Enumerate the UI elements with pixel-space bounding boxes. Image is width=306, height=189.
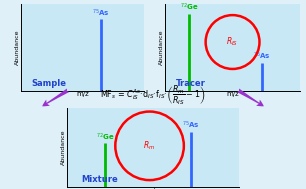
X-axis label: m/z: m/z [226, 91, 239, 97]
Text: Mixture: Mixture [81, 175, 118, 184]
Text: $R_{IS}$: $R_{IS}$ [226, 36, 239, 48]
Text: $^{72}$Ge: $^{72}$Ge [96, 131, 114, 143]
Text: $^{75}$As: $^{75}$As [92, 7, 110, 19]
Text: Sample: Sample [31, 78, 66, 88]
X-axis label: m/z: m/z [76, 91, 89, 97]
Text: Tracer: Tracer [176, 78, 206, 88]
Text: MF$_s$ = $C^{As}_{IS}$·d$_{IS}$·f$_{IS}$·$\left(\dfrac{R_m}{R_{IS}}-1\right)$: MF$_s$ = $C^{As}_{IS}$·d$_{IS}$·f$_{IS}$… [100, 84, 206, 107]
Y-axis label: Abundance: Abundance [15, 29, 20, 65]
Y-axis label: Abundance: Abundance [159, 29, 164, 65]
Text: $R_m$: $R_m$ [144, 140, 156, 152]
Text: $^{72}$Ge: $^{72}$Ge [180, 2, 199, 13]
Text: $^{75}$As: $^{75}$As [253, 51, 271, 62]
Y-axis label: Abundance: Abundance [61, 130, 66, 165]
X-axis label: m/z: m/z [147, 188, 159, 189]
Text: $^{75}$As: $^{75}$As [182, 119, 200, 131]
